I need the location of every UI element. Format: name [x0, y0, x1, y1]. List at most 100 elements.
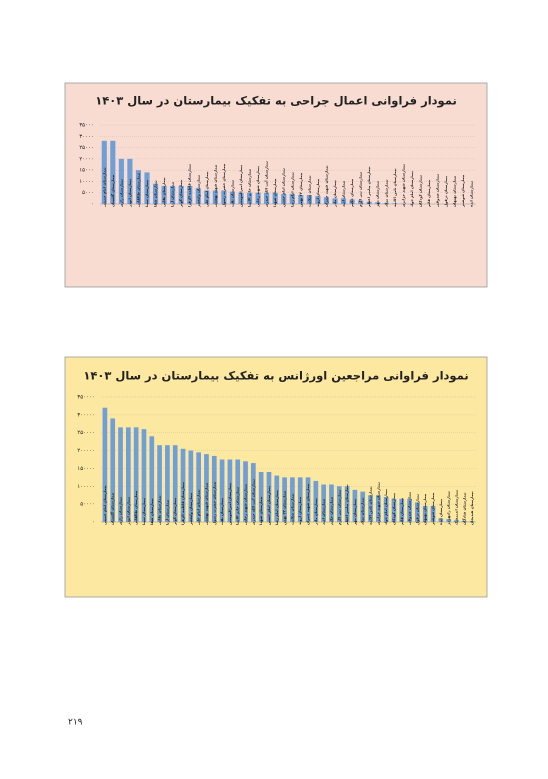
bar — [144, 172, 150, 204]
x-tick-label: بیمارستان شهید چمران — [324, 165, 328, 207]
x-tick-label: بیمارستان مهر — [376, 180, 380, 208]
x-tick-label: بیمارستان سینا — [145, 179, 149, 207]
x-tick-label: بیمارستان شهید جزایری — [401, 163, 405, 207]
x-tick-label: بیمارستان امام حسین — [282, 167, 286, 207]
x-tick-label: بیمارستان امید — [342, 180, 346, 207]
x-tick-label: بیمارستان سلامت — [290, 493, 294, 525]
x-tick-label: بیمارستان امام خمینی — [102, 167, 106, 207]
x-tick-label: بیمارستان گلستان — [110, 174, 115, 207]
x-tick-label: بیمارستان بهبهان — [423, 493, 427, 525]
x-tick-label: بیمارستان ۲۲ بهمن — [299, 172, 303, 207]
x-tick-label: بیمارستان حکیم — [329, 496, 333, 525]
bar — [461, 520, 467, 522]
y-tick-label: ۳۵۰۰۰ — [79, 123, 94, 129]
x-tick-label: بیمارستان کودکان — [418, 174, 422, 207]
x-tick-label: بیمارستان امام علی — [205, 171, 209, 207]
bar — [366, 201, 372, 204]
x-tick-label: بیمارستان صدوقی — [408, 491, 412, 525]
bar — [170, 185, 176, 204]
x-tick-label: بیمارستان شهید رجایی — [244, 483, 248, 525]
x-tick-label: بیمارستان شفا — [154, 180, 158, 207]
bar — [118, 427, 123, 522]
x-tick-label: بیمارستان امیرالمومنین — [239, 164, 243, 207]
x-tick-label: بیمارستان میلاد — [361, 497, 365, 525]
bar — [157, 445, 162, 522]
bar — [219, 459, 225, 522]
bar — [383, 497, 389, 522]
bar — [360, 491, 366, 522]
chart-box — [64, 82, 488, 288]
x-tick-label: بیمارستان امام علی — [197, 489, 201, 525]
bar — [110, 418, 116, 522]
x-tick-label: بیمارستان حضرت رسول — [222, 163, 226, 207]
bar — [118, 158, 124, 204]
bar — [102, 407, 108, 522]
page-number: ۲۱۹ — [68, 718, 83, 728]
x-tick-label: بیمارستان شادگان — [461, 492, 466, 525]
x-tick-label: بیمارستان قائم — [427, 179, 431, 207]
bar — [255, 192, 261, 204]
x-tick-label: بیمارستان سلامت — [307, 175, 311, 207]
x-tick-label: بیمارستان ابوذر — [128, 178, 132, 208]
x-tick-label: بیمارستان ایذه — [439, 498, 443, 525]
bar — [391, 498, 397, 522]
bar — [274, 475, 280, 522]
bar — [376, 495, 381, 522]
bar — [101, 140, 107, 204]
bar — [172, 445, 178, 522]
x-tick-label: بیمارستان امام حسین — [267, 485, 271, 525]
x-tick-label: بیمارستان ولیعصر — [196, 174, 200, 208]
bar — [110, 140, 116, 204]
x-tick-label: بیمارستان آریا — [170, 181, 175, 207]
bar — [290, 477, 295, 522]
x-tick-label: بیمارستان رامهرمز — [447, 490, 451, 526]
bar — [212, 190, 218, 204]
y-tick-label: ۲۰۰۰۰۰ — [77, 448, 95, 454]
y-tick-label: ۱۰۰۰۰۰ — [77, 484, 95, 490]
bar — [469, 521, 475, 522]
y-tick-label: ۰ — [91, 202, 94, 208]
x-tick-label: بیمارستان آیت الله حیدری — [250, 478, 255, 525]
x-tick-label: بیمارستان شهید بهشتی — [204, 482, 208, 525]
bar — [266, 472, 272, 522]
x-tick-label: بیمارستان امام جواد — [410, 170, 414, 207]
x-tick-label: بیمارستان ثامن الائمه — [393, 168, 397, 207]
bar — [392, 203, 398, 204]
y-tick-label: ۲۵۰۰۰۰ — [77, 430, 95, 436]
y-tick-label: ۱۵۰۰۰۰ — [77, 466, 95, 472]
y-tick-label: ۰ — [92, 520, 95, 526]
bar — [251, 463, 256, 522]
chart-title: نمودار فراوانی اعمال جراحی به تفکیک بیما… — [95, 94, 457, 109]
x-tick-label: بیمارستان اروند — [298, 496, 302, 525]
x-tick-label: بیمارستان صدوقی — [436, 173, 440, 207]
bar — [315, 196, 321, 204]
bar — [227, 459, 233, 522]
x-tick-label: بیمارستان امام جواد — [384, 488, 388, 525]
bar — [375, 202, 381, 204]
bar — [321, 484, 326, 522]
bar — [238, 192, 244, 204]
bar — [243, 461, 248, 522]
x-tick-label: بیمارستان پیامبر اعظم — [345, 484, 349, 525]
bar — [152, 183, 159, 204]
y-tick-label: ۵۰۰۰ — [82, 190, 94, 196]
x-tick-label: بیمارستان شهید بهشتی — [213, 164, 217, 207]
chart-title: نمودار فراوانی مراجعین اورژانس به تفکیک … — [83, 369, 468, 384]
bar — [204, 190, 210, 204]
bar — [368, 495, 373, 522]
bar — [195, 188, 201, 204]
x-tick-label: بیمارستان اروند — [316, 178, 320, 207]
x-tick-label: بیمارستان ثامن الائمه — [369, 486, 373, 525]
x-tick-label: بیمارستان رازی — [119, 178, 123, 207]
x-tick-label: بیمارستان مادر — [333, 180, 337, 208]
x-tick-label: بیمارستان ابوذر — [126, 496, 130, 526]
bar — [415, 502, 420, 522]
chart: نمودار فراوانی مراجعین اورژانس به تفکیک … — [64, 356, 488, 598]
y-tick-label: ۲۵۰۰۰ — [79, 145, 94, 151]
x-tick-label: بیمارستان کوثر — [179, 179, 183, 208]
y-tick-label: ۱۰۰۰۰ — [79, 179, 94, 185]
x-tick-label: بیمارستان نفت — [220, 497, 224, 525]
bar — [135, 170, 142, 204]
x-tick-label: بیمارستان شهید چمران — [306, 483, 310, 525]
x-tick-label: بیمارستان شهدا — [259, 496, 263, 525]
